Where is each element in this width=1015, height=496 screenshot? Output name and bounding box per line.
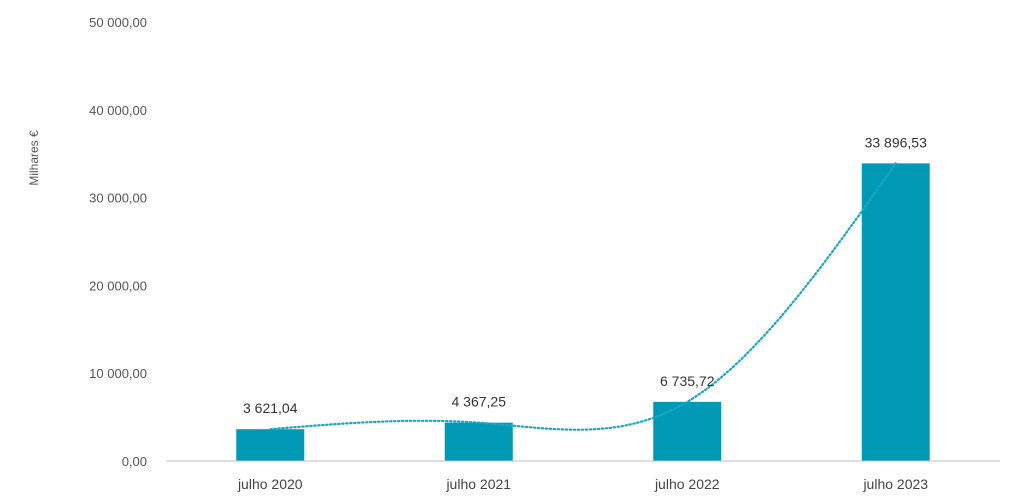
data-label: 33 896,53 (865, 134, 927, 150)
y-tick-label: 10 000,00 (89, 366, 147, 381)
bar[interactable] (444, 422, 513, 461)
y-tick-label: 0,00 (122, 454, 147, 469)
y-tick-label: 30 000,00 (89, 191, 147, 206)
x-tick-label: julho 2020 (237, 476, 303, 492)
y-tick-label: 40 000,00 (89, 103, 147, 118)
x-tick-label: julho 2023 (862, 476, 928, 492)
y-axis-ticks: 0,00 10 000,00 20 000,00 30 000,00 40 000,00… (89, 15, 147, 469)
trendline-group (269, 162, 897, 431)
x-tick-label: julho 2022 (654, 476, 720, 492)
y-tick-label: 20 000,00 (89, 278, 147, 293)
data-label: 6 735,72 (660, 373, 715, 389)
bar[interactable] (653, 401, 722, 461)
data-label: 3 621,04 (243, 400, 298, 416)
trendline (269, 162, 897, 431)
data-labels-group: 3 621,04 4 367,25 6 735,72 33 896,53 (243, 134, 927, 416)
y-tick-label: 50 000,00 (89, 15, 147, 30)
data-label: 4 367,25 (452, 394, 507, 410)
bar[interactable] (861, 163, 930, 461)
x-tick-label: julho 2021 (445, 476, 511, 492)
x-axis-labels: julho 2020 julho 2021 julho 2022 julho 2023 (237, 476, 928, 492)
bar[interactable] (236, 429, 305, 461)
bars-group (236, 163, 930, 461)
y-axis-title: Milhares € (27, 130, 41, 186)
